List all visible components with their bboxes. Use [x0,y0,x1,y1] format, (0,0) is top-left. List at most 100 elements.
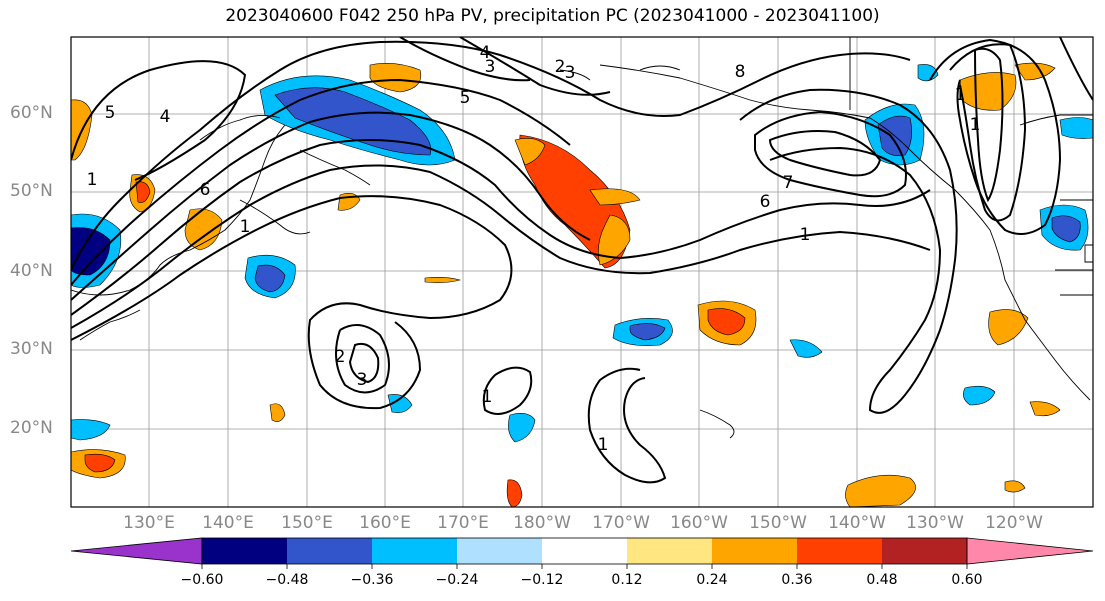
precip-blob [424,277,462,283]
pv-contour [71,195,513,410]
colorbar-bin [457,538,542,564]
lat-label: 40°N [10,261,53,281]
precip-blob [508,413,536,443]
colorbar-bin [372,538,457,564]
colorbar-tick-label: −0.60 [180,572,224,588]
contour-label: 1 [800,225,811,245]
contour-label: 3 [565,63,576,83]
pv-contour [71,60,247,181]
contour-label: 4 [480,43,491,63]
colorbar-high-extend [966,537,1094,565]
contour-label: 1 [955,85,966,105]
lon-label: 140°E [202,513,254,533]
pv-contour [71,164,931,329]
pv-contour [949,43,1027,222]
map-frame [70,36,1094,508]
pv-contour-labels: 5 4 1 2 6 3 5 4 3 1 1 1 7 6 8 1 2 3 1 1 [87,43,981,455]
precip-blob [789,339,823,358]
pv-contour [1059,37,1093,101]
contour-label: 3 [357,370,368,390]
contour-label: 1 [482,387,493,407]
colorbar-low-extend [70,537,203,565]
contour-label: 1 [598,435,609,455]
lon-label: 130°E [123,513,175,533]
colorbar-tick-label: 0.60 [951,572,983,588]
contour-label: 1 [240,217,251,237]
pv-contour [71,139,931,316]
colorbar-tick-label: −0.24 [435,572,479,588]
colorbar-tick-label: −0.48 [265,572,309,588]
lon-label: 120°W [985,513,1043,533]
precip-blob [71,419,111,441]
precip-blob [269,403,286,422]
colorbar-bin [202,538,287,564]
colorbar-tick-label: 0.48 [866,572,898,588]
precip-blob [1029,401,1061,417]
contour-label: 1 [87,170,98,190]
lon-label: 160°W [670,513,728,533]
lat-label: 30°N [10,339,53,359]
contour-label: 2 [555,57,566,77]
pv-contour [482,366,533,415]
colorbar-bin [712,538,797,564]
lon-label: 150°E [281,513,333,533]
precip-blob [506,479,523,507]
precip-blob [1014,62,1056,81]
precip-blob [135,181,151,203]
pv-contour [739,88,958,414]
precip-blob [1004,480,1026,493]
lon-label: 170°W [592,513,650,533]
precip-blob [707,308,746,336]
pv-contour [335,324,390,394]
lon-label: 140°W [828,513,886,533]
precip-blob [184,208,223,251]
precip-blob [84,453,116,473]
pv-contour [587,367,667,484]
contour-label: 4 [160,107,171,127]
precip-blob [274,87,432,156]
pv-contour [71,111,591,301]
map-title: 2023040600 F042 250 hPa PV, precipitatio… [225,6,880,26]
pv-contour [459,37,611,96]
pv-contour [348,342,380,384]
lon-label: 170°E [437,513,489,533]
contour-label: 8 [735,62,746,82]
precip-blob [514,138,546,166]
precip-blob [629,323,666,341]
colorbar-bin [882,538,967,564]
precip-blob [387,394,413,413]
colorbar-tick-label: −0.36 [350,572,394,588]
colorbar [70,537,1094,569]
precip-blob [963,385,996,406]
colorbar-tick-label: 0.12 [611,572,643,588]
colorbar-frame [201,537,968,565]
pv-contour [71,40,911,271]
precip-blob [254,264,286,293]
colorbar-tick-label: −0.12 [520,572,564,588]
contour-label: 3 [485,57,496,77]
contour-label: 5 [460,88,471,108]
pv-contour [754,110,907,198]
coastlines [71,37,1093,439]
lon-label: 150°W [749,513,807,533]
precip-blob [845,474,916,507]
lon-label: 160°E [359,513,411,533]
contour-label: 2 [335,347,346,367]
contour-label: 6 [760,192,771,212]
contour-label: 5 [105,103,116,123]
colorbar-bin [797,538,882,564]
lon-label: 130°W [906,513,964,533]
colorbar-tick-label: 0.36 [781,572,813,588]
contour-label: 6 [200,180,211,200]
pv-contour [71,78,571,286]
lat-label: 20°N [10,418,53,438]
lon-label: 180°W [513,513,571,533]
precip-blob [589,188,641,206]
lat-label: 60°N [10,103,53,123]
pv-contours [71,37,1093,484]
precip-blob [1059,117,1093,139]
pv-contour [768,130,882,177]
lat-label: 50°N [10,181,53,201]
colorbar-tick-label: 0.24 [696,572,728,588]
